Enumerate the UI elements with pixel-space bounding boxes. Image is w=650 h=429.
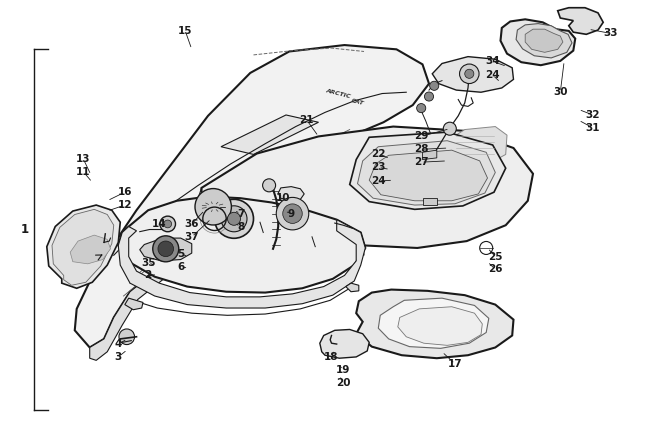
Polygon shape [140, 238, 192, 261]
Polygon shape [447, 127, 507, 165]
Text: 13: 13 [76, 154, 90, 164]
Polygon shape [358, 141, 495, 205]
Text: 31: 31 [586, 123, 600, 133]
Text: 35: 35 [141, 257, 155, 268]
Text: CAT: CAT [350, 98, 365, 106]
Text: 33: 33 [604, 28, 618, 39]
Polygon shape [320, 329, 369, 358]
Text: 37: 37 [185, 232, 199, 242]
Text: 24: 24 [486, 70, 500, 80]
Text: 12: 12 [118, 200, 132, 210]
Text: 24: 24 [371, 176, 385, 186]
Polygon shape [90, 137, 364, 360]
Polygon shape [202, 127, 533, 248]
Text: 17: 17 [448, 359, 462, 369]
Polygon shape [378, 298, 489, 348]
Text: ARCTIC: ARCTIC [325, 88, 351, 99]
Circle shape [283, 204, 302, 224]
Polygon shape [350, 132, 506, 209]
Text: 8: 8 [237, 221, 244, 232]
Polygon shape [75, 45, 429, 347]
Circle shape [195, 189, 231, 225]
Polygon shape [432, 57, 514, 92]
Circle shape [160, 216, 176, 232]
Text: 32: 32 [586, 110, 600, 120]
Text: 14: 14 [152, 219, 166, 229]
Text: 9: 9 [288, 208, 294, 219]
Text: 27: 27 [414, 157, 428, 167]
Polygon shape [422, 150, 437, 160]
Circle shape [424, 92, 434, 101]
Text: 19: 19 [336, 365, 350, 375]
Text: 18: 18 [324, 352, 339, 362]
Circle shape [158, 241, 174, 257]
Text: 10: 10 [276, 193, 290, 203]
Polygon shape [346, 283, 359, 292]
Text: 16: 16 [118, 187, 132, 197]
Text: 28: 28 [414, 144, 428, 154]
Text: 4: 4 [114, 339, 122, 349]
Circle shape [417, 103, 426, 113]
Text: 34: 34 [486, 56, 500, 66]
Polygon shape [422, 198, 437, 205]
Circle shape [119, 329, 135, 344]
Circle shape [221, 206, 247, 232]
Circle shape [460, 64, 479, 84]
Text: 25: 25 [488, 251, 502, 262]
Polygon shape [500, 19, 575, 65]
Circle shape [430, 81, 439, 91]
Text: 3: 3 [114, 352, 122, 362]
Text: 26: 26 [488, 264, 502, 275]
Text: 1: 1 [21, 223, 29, 236]
Polygon shape [525, 29, 563, 52]
Polygon shape [70, 235, 111, 264]
Polygon shape [118, 220, 365, 308]
Text: 22: 22 [371, 148, 385, 159]
Circle shape [164, 220, 172, 228]
Polygon shape [125, 298, 143, 310]
Polygon shape [47, 205, 120, 288]
Text: 29: 29 [414, 131, 428, 142]
Circle shape [153, 236, 179, 262]
Text: 23: 23 [371, 162, 385, 172]
Polygon shape [118, 196, 365, 293]
Text: 30: 30 [553, 87, 567, 97]
Polygon shape [398, 307, 482, 345]
Polygon shape [369, 150, 488, 201]
Text: 21: 21 [300, 115, 314, 125]
Circle shape [465, 69, 474, 79]
Text: 15: 15 [178, 26, 192, 36]
Polygon shape [558, 8, 603, 34]
Polygon shape [516, 24, 572, 58]
Text: 7: 7 [237, 208, 244, 219]
Polygon shape [356, 290, 514, 358]
Circle shape [443, 122, 456, 135]
Text: 2: 2 [144, 270, 152, 281]
Text: 6: 6 [177, 262, 185, 272]
Polygon shape [221, 115, 318, 154]
Polygon shape [198, 188, 364, 255]
Text: 20: 20 [336, 378, 350, 388]
Polygon shape [278, 187, 304, 201]
Circle shape [227, 212, 240, 225]
Text: 5: 5 [177, 249, 185, 259]
Text: 36: 36 [185, 219, 199, 229]
Polygon shape [52, 209, 114, 285]
Circle shape [214, 199, 254, 238]
Circle shape [263, 179, 276, 192]
Circle shape [276, 197, 309, 230]
Text: 11: 11 [76, 166, 90, 177]
